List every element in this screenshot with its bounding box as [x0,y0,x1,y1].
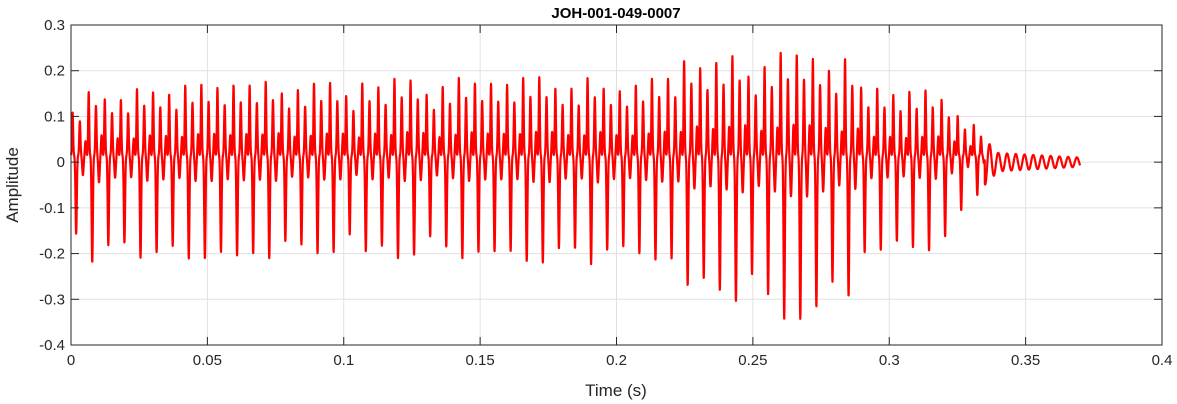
tick-marks [70,24,1163,346]
chart-title: JOH-001-049-0007 [551,5,680,22]
series-group [69,51,1082,320]
x-tick-label: 0.35 [1011,352,1040,369]
amplitude-line [69,51,1082,320]
y-tick-label: -0.1 [39,200,65,217]
y-tick-label: -0.3 [39,291,65,308]
x-axis-label: Time (s) [585,381,647,400]
y-tick-label: 0.2 [44,63,65,80]
x-tick-label: 0.1 [333,352,354,369]
x-tick-label: 0.2 [606,352,627,369]
x-tick-label: 0 [67,352,75,369]
x-tick-label: 0.4 [1152,352,1173,369]
y-tick-label: 0.3 [44,17,65,34]
x-tick-label: 0.25 [738,352,767,369]
x-tick-label: 0.05 [193,352,222,369]
y-tick-label: 0.1 [44,108,65,125]
x-tick-label: 0.15 [466,352,495,369]
x-tick-labels: 0 0.05 0.1 0.15 0.2 0.25 0.3 0.35 0.4 [67,352,1173,369]
y-tick-label: -0.4 [39,337,65,354]
y-tick-label: -0.2 [39,246,65,263]
x-tick-label: 0.3 [879,352,900,369]
y-tick-labels: -0.4 -0.3 -0.2 -0.1 0 0.1 0.2 0.3 [39,17,65,354]
y-tick-label: 0 [57,154,65,171]
y-axis-label: Amplitude [3,147,22,223]
